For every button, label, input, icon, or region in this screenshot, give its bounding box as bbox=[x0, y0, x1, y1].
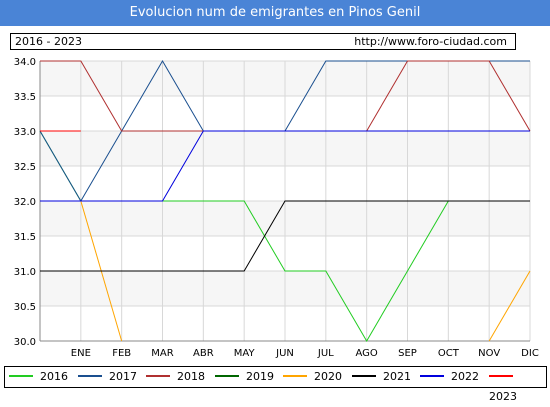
legend-swatch bbox=[489, 375, 513, 377]
legend-swatch bbox=[9, 375, 33, 377]
legend-item-2018: 2018 bbox=[146, 367, 205, 387]
x-tick-label: MAY bbox=[234, 348, 256, 359]
series-line-2022 bbox=[40, 130, 530, 202]
legend-label: 2020 bbox=[314, 370, 342, 383]
legend: 2016 2017 2018 2019 2020 2021 2022 2023 bbox=[4, 366, 547, 403]
y-tick-label: 34.0 bbox=[14, 57, 36, 68]
legend-item-2022: 2022 bbox=[420, 367, 479, 387]
y-tick-label: 32.0 bbox=[14, 197, 36, 208]
x-tick-label: SEP bbox=[398, 348, 417, 359]
legend-label: 2022 bbox=[451, 370, 479, 383]
x-tick-label: OCT bbox=[438, 348, 460, 359]
chart-title: Evolucion num de emigrantes en Pinos Gen… bbox=[0, 0, 550, 26]
legend-swatch bbox=[146, 375, 170, 377]
y-tick-label: 31.0 bbox=[14, 267, 36, 278]
legend-label: 2023 bbox=[489, 390, 517, 403]
y-tick-label: 33.5 bbox=[14, 92, 36, 103]
legend-label: 2019 bbox=[246, 370, 274, 383]
x-tick-label: JUL bbox=[317, 348, 334, 359]
x-tick-label: AGO bbox=[356, 348, 378, 359]
x-tick-label: ABR bbox=[193, 348, 214, 359]
legend-swatch bbox=[283, 375, 307, 377]
x-tick-label: NOV bbox=[478, 348, 500, 359]
series-line-2020 bbox=[488, 270, 531, 342]
x-tick-label: JUN bbox=[275, 348, 294, 359]
series-line-2021 bbox=[40, 200, 530, 272]
legend-item-2016: 2016 bbox=[9, 367, 68, 387]
legend-item-2021: 2021 bbox=[352, 367, 411, 387]
legend-label: 2017 bbox=[109, 370, 137, 383]
x-tick-label: FEB bbox=[112, 348, 131, 359]
legend-label: 2016 bbox=[40, 370, 68, 383]
x-tick-label: MAR bbox=[151, 348, 173, 359]
y-tick-label: 32.5 bbox=[14, 162, 36, 173]
legend-label: 2018 bbox=[177, 370, 205, 383]
legend-swatch bbox=[78, 375, 102, 377]
y-tick-label: 31.5 bbox=[14, 232, 36, 243]
legend-swatch bbox=[420, 375, 444, 377]
y-tick-label: 33.0 bbox=[14, 127, 36, 138]
legend-item-2023: 2023 bbox=[489, 367, 546, 403]
x-tick-label: ENE bbox=[71, 348, 91, 359]
legend-item-2020: 2020 bbox=[283, 367, 342, 387]
legend-item-2017: 2017 bbox=[78, 367, 137, 387]
source-url: http://www.foro-ciudad.com bbox=[354, 35, 507, 48]
period-label: 2016 - 2023 bbox=[15, 35, 82, 48]
legend-swatch bbox=[215, 375, 239, 377]
legend-swatch bbox=[352, 375, 376, 377]
info-box: 2016 - 2023 http://www.foro-ciudad.com bbox=[10, 33, 516, 50]
x-tick-label: DIC bbox=[521, 348, 539, 359]
legend-label: 2021 bbox=[383, 370, 411, 383]
y-tick-label: 30.0 bbox=[14, 337, 36, 348]
legend-item-2019: 2019 bbox=[215, 367, 274, 387]
y-tick-label: 30.5 bbox=[14, 302, 36, 313]
